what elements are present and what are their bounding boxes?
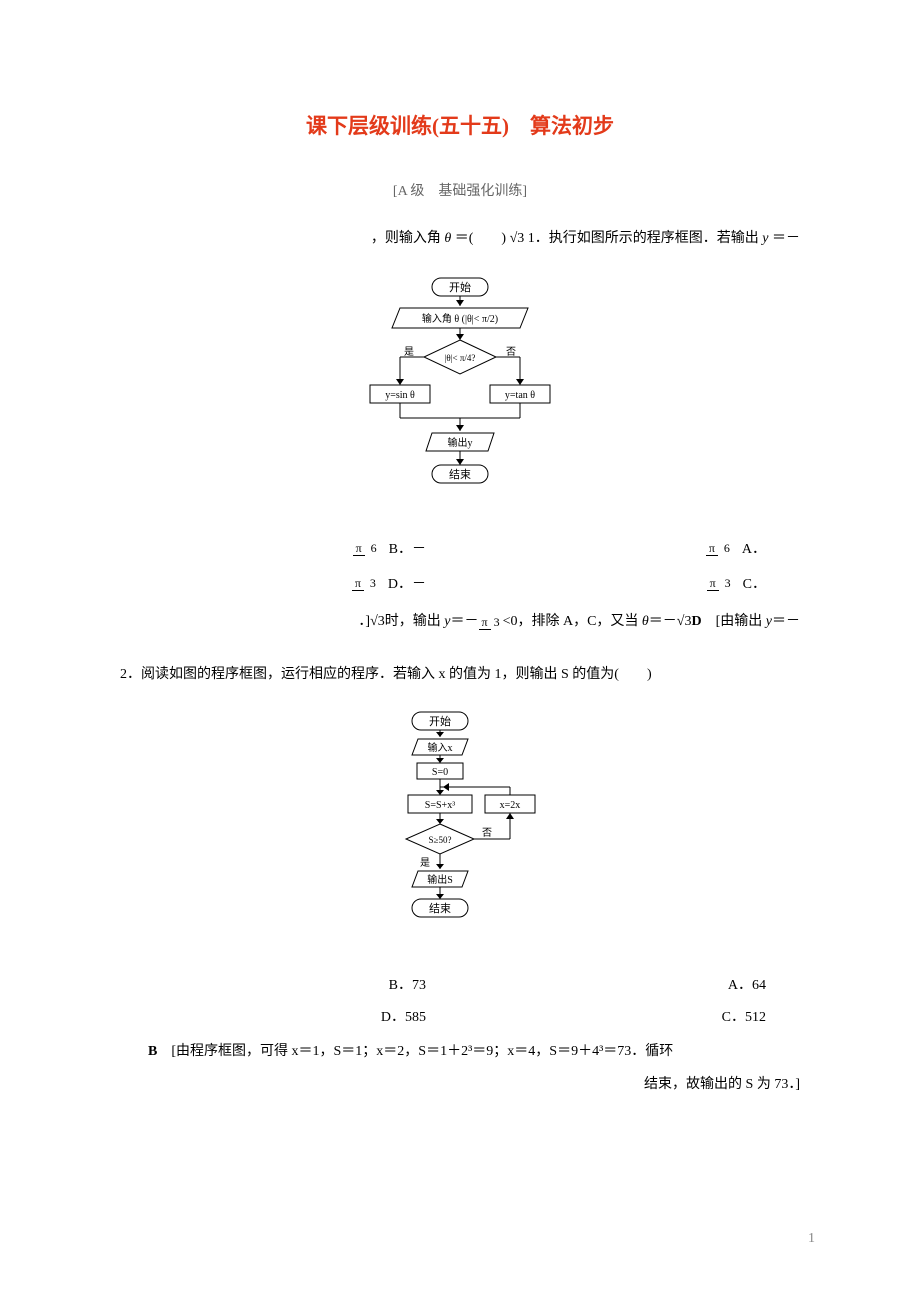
init-text: S=0: [432, 767, 448, 778]
arrow-head: [456, 334, 464, 340]
arrow-head: [436, 819, 444, 824]
ans-seg: <0，排除 A，C，又当: [503, 614, 642, 629]
sin-text: y=sin θ: [385, 390, 415, 401]
opt-b-label: B．－: [389, 538, 426, 558]
start-text: 开始: [449, 280, 471, 294]
flowchart-1-svg: 开始 输入角 θ (|θ|< π/2) |θ|< π/4? 是 否 y=sin …: [360, 273, 560, 513]
frac-pi-3: π 3: [352, 576, 379, 590]
arrow-head: [516, 379, 524, 385]
problem-2-text: 2．阅读如图的程序框图，运行相应的程序．若输入 x 的值为 1，则输出 S 的值…: [120, 661, 800, 689]
option-a: π 6 A．: [494, 538, 766, 558]
yes-label: 是: [420, 857, 430, 869]
answer-letter-b: B: [148, 1044, 157, 1059]
no-label: 否: [482, 827, 492, 839]
options-1-row-2: π 3 D．－ π 3 C．: [120, 573, 800, 593]
arrow-head: [396, 379, 404, 385]
frac-num: π: [479, 615, 491, 630]
arrow-head: [436, 732, 444, 737]
frac-num: π: [706, 541, 718, 556]
frac-pi-6: π 6: [706, 541, 733, 555]
input-text: 输入x: [428, 741, 453, 754]
input-text: 输入角 θ (|θ|< π/2): [422, 312, 498, 325]
no-label: 否: [506, 346, 516, 358]
options-2-row-1: B．73 A．64: [120, 974, 800, 994]
frac-den: 3: [367, 576, 379, 590]
ans2-seg: 循环: [645, 1044, 673, 1059]
arrow-head: [506, 813, 514, 819]
end-text: 结束: [449, 468, 471, 481]
ans2-math: x＝1，S＝1；x＝2，S＝1＋2³＝9；x＝4，S＝9＋4³＝73．: [292, 1044, 646, 1059]
flowchart-2-svg: 开始 输入x S=0 S=S+x³ S≥50? 是 否: [370, 709, 550, 949]
opt-a-label: A．: [742, 538, 766, 558]
frac-pi-6: π 6: [353, 541, 380, 555]
ans-seg: [由输出: [702, 614, 766, 629]
ans-seg: 时，输出: [385, 614, 445, 629]
answer-2-line2: 结束，故输出的 S 为 73．]: [120, 1071, 800, 1099]
p1-eq: ＝( ): [455, 231, 506, 246]
ans-seg: ＝－: [649, 614, 677, 629]
tan-text: y=tan θ: [505, 390, 535, 401]
answer-2: B [由程序框图，可得 x＝1，S＝1；x＝2，S＝1＋2³＝9；x＝4，S＝9…: [120, 1038, 800, 1066]
answer-1: ．]√3时，输出 y＝－π3<0，排除 A，C，又当 θ＝－√3D [由输出 y…: [120, 608, 800, 636]
option-c2: C．512: [494, 1006, 766, 1026]
end-text: 结束: [429, 902, 451, 915]
ans2-seg: [由程序框图，可得: [157, 1044, 291, 1059]
frac-pi-3: π3: [479, 615, 503, 629]
p1-prefix: ，则输入角: [371, 231, 445, 246]
decision-text: S≥50?: [429, 835, 452, 845]
option-c: π 3 C．: [494, 573, 766, 593]
option-a2: A．64: [494, 974, 766, 994]
ans-seg: ＝－: [772, 614, 800, 629]
sqrt3-a: √3: [510, 231, 525, 246]
p1-num: 1．执行如图所示的程序框图．若输出: [528, 231, 763, 246]
frac-num: π: [353, 541, 365, 556]
update-text: x=2x: [500, 800, 521, 811]
frac-den: 6: [368, 541, 380, 555]
option-b2: B．73: [154, 974, 426, 994]
sqrt3-b: √3: [370, 614, 385, 629]
sqrt3-c: √3: [677, 614, 692, 629]
output-text: 输出y: [448, 436, 473, 449]
answer-letter-d: D: [691, 614, 701, 629]
page-title: 课下层级训练(五十五) 算法初步: [120, 110, 800, 140]
options-1-row-1: π 6 B．－ π 6 A．: [120, 538, 800, 558]
problem-1-text: ，则输入角 θ ＝( ) √3 1．执行如图所示的程序框图．若输出 y ＝－: [120, 225, 800, 253]
ans-seg: ＝－: [451, 614, 479, 629]
frac-den: 3: [491, 615, 503, 629]
arrow-head: [443, 783, 449, 791]
output-text: 输出S: [427, 873, 453, 886]
frac-num: π: [707, 576, 719, 591]
option-d: π 3 D．－: [154, 573, 426, 593]
ans-seg: ．]: [358, 614, 370, 629]
arrow-head: [456, 459, 464, 465]
frac-pi-3: π 3: [707, 576, 734, 590]
start-text: 开始: [429, 714, 451, 728]
option-d2: D．585: [154, 1006, 426, 1026]
arrow-head: [436, 864, 444, 869]
arrow-head: [436, 758, 444, 763]
page-number: 1: [808, 1231, 815, 1247]
section-label: [A 级 基础强化训练]: [120, 180, 800, 200]
arrow-head: [436, 894, 444, 899]
option-b: π 6 B．－: [154, 538, 426, 558]
frac-den: 6: [721, 541, 733, 555]
arrow-head: [436, 790, 444, 795]
arrow-head: [456, 300, 464, 306]
calc-text: S=S+x³: [425, 800, 455, 811]
opt-c-label: C．: [743, 573, 766, 593]
theta-symbol: θ: [444, 231, 451, 246]
p1-ytail: ＝－: [772, 231, 800, 246]
frac-num: π: [352, 576, 364, 591]
arrow-head: [456, 425, 464, 431]
decision-text: |θ|< π/4?: [445, 353, 476, 363]
options-2-row-2: D．585 C．512: [120, 1006, 800, 1026]
flowchart-1: 开始 输入角 θ (|θ|< π/2) |θ|< π/4? 是 否 y=sin …: [120, 273, 800, 518]
y-var: y: [762, 231, 768, 246]
frac-den: 3: [722, 576, 734, 590]
opt-d-label: D．－: [388, 573, 426, 593]
yes-label: 是: [404, 346, 414, 358]
theta-symbol: θ: [642, 614, 649, 629]
flowchart-2: 开始 输入x S=0 S=S+x³ S≥50? 是 否: [120, 709, 800, 954]
